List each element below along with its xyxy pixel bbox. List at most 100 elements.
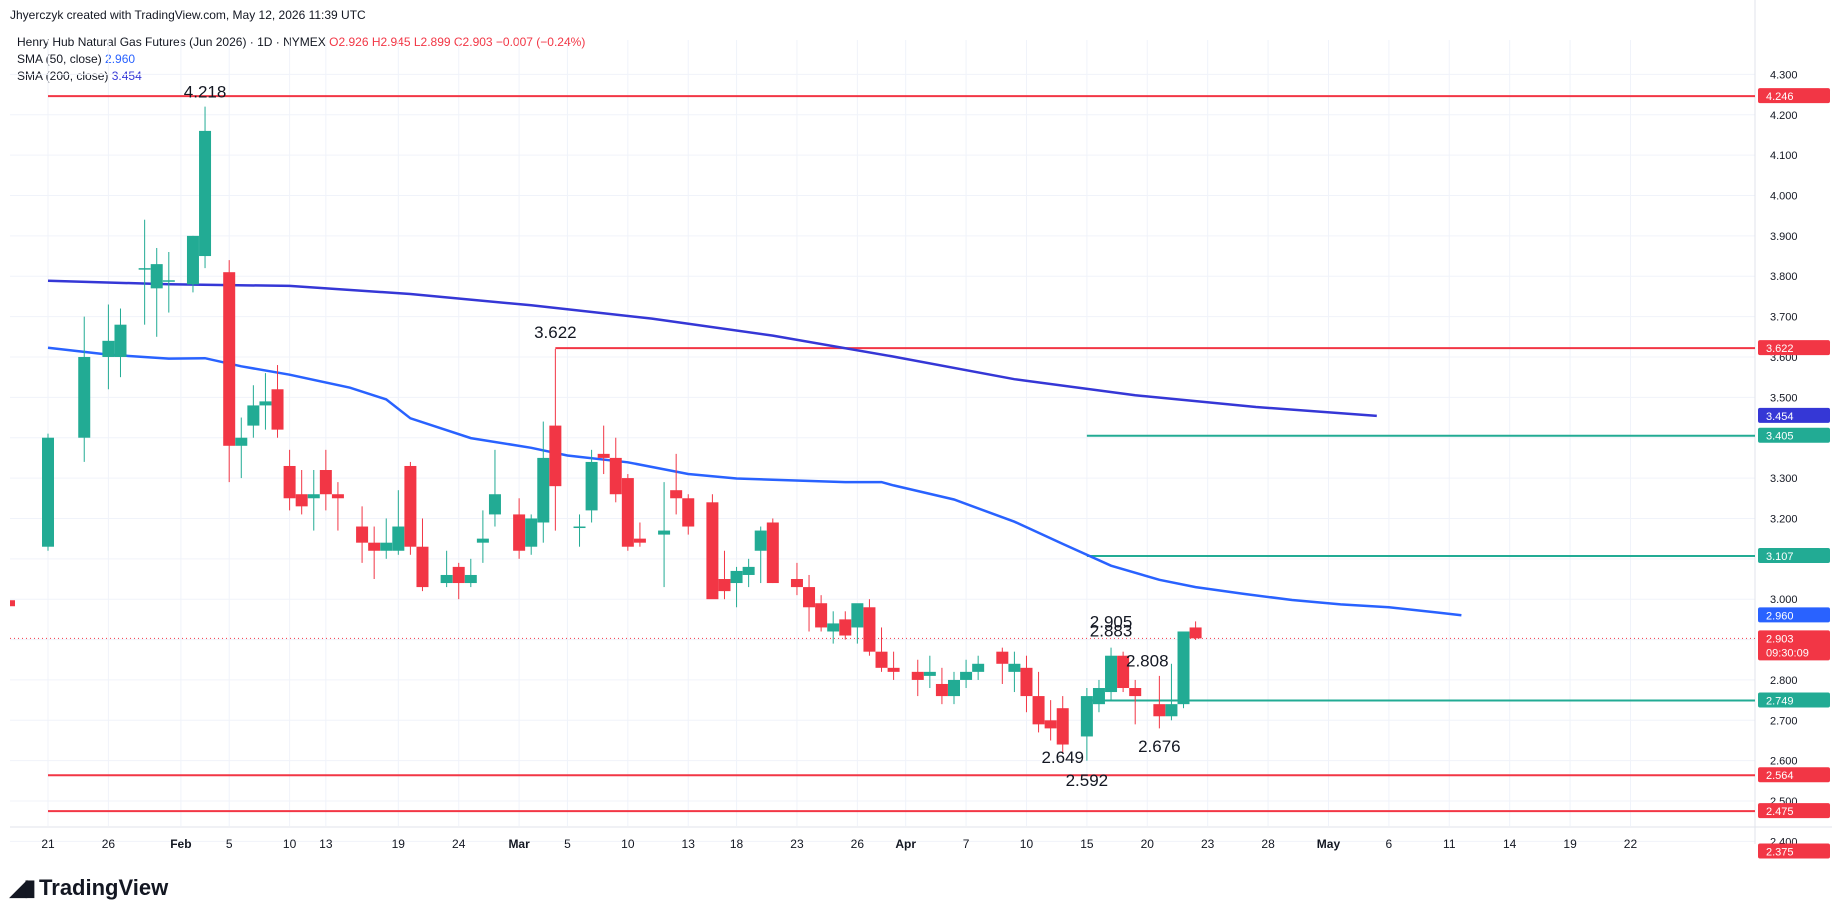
x-tick-label: 19 xyxy=(392,837,406,851)
candle-body xyxy=(331,494,344,499)
price-badge xyxy=(1758,843,1830,859)
price-badge xyxy=(1758,88,1830,104)
x-tick-label: 7 xyxy=(963,837,970,851)
price-badge-label: 3.622 xyxy=(1766,343,1794,355)
sma200-legend[interactable]: SMA (200, close) 3.454 xyxy=(17,69,142,83)
x-tick-label: 18 xyxy=(730,837,744,851)
x-tick-label: 20 xyxy=(1141,837,1155,851)
candle-body xyxy=(658,530,671,535)
x-tick-label: 15 xyxy=(1080,837,1094,851)
x-tick-label: 22 xyxy=(1624,837,1638,851)
y-tick-label: 3.700 xyxy=(1770,312,1798,324)
price-badge-label: 3.107 xyxy=(1766,551,1794,563)
candle-body xyxy=(476,538,489,543)
candle-body xyxy=(380,542,393,551)
candle-body xyxy=(742,566,755,575)
price-annotation: 2.592 xyxy=(1066,771,1109,790)
x-tick-label: Feb xyxy=(170,837,191,851)
candle-body xyxy=(138,268,151,270)
price-badge xyxy=(1758,547,1830,563)
tradingview-logo-icon: ◢▮ xyxy=(10,875,36,900)
candle-body xyxy=(1032,696,1045,725)
candle-body xyxy=(609,457,622,495)
sma50-legend[interactable]: SMA (50, close) 2.960 xyxy=(17,52,135,66)
candle-body xyxy=(972,663,985,672)
sma200-value: 3.454 xyxy=(111,69,142,83)
sma200-label: SMA (200, close) xyxy=(17,69,109,83)
y-tick-label: 2.800 xyxy=(1770,675,1798,687)
candle-body xyxy=(1092,688,1105,705)
symbol-title: Henry Hub Natural Gas Futures (Jun 2026)… xyxy=(17,35,326,49)
candle-body xyxy=(199,130,212,257)
candle-body xyxy=(1105,655,1118,693)
candle-body xyxy=(948,679,960,697)
candle-body xyxy=(1153,704,1166,717)
symbol-legend[interactable]: Henry Hub Natural Gas Futures (Jun 2026)… xyxy=(17,35,585,49)
x-tick-label: 6 xyxy=(1386,837,1393,851)
price-badge xyxy=(1758,803,1830,819)
y-tick-label: 3.200 xyxy=(1770,513,1798,525)
price-badge-label: 4.246 xyxy=(1766,91,1794,103)
candle-body xyxy=(525,518,538,547)
candle-body xyxy=(863,607,876,652)
x-tick-label: 19 xyxy=(1563,837,1577,851)
candle-body xyxy=(827,623,840,632)
candle-body xyxy=(235,437,248,446)
x-tick-label: 23 xyxy=(790,837,804,851)
chart-creator-caption: Jhyerczyk created with TradingView.com, … xyxy=(10,8,366,22)
candle-body xyxy=(706,502,719,600)
tradingview-brand[interactable]: ◢▮ TradingView xyxy=(10,875,168,901)
y-tick-label: 4.200 xyxy=(1770,110,1798,122)
candle-body xyxy=(1117,655,1130,689)
sma50-line xyxy=(47,346,1462,617)
candle-body xyxy=(1044,720,1057,729)
candle-body xyxy=(573,526,586,529)
candle-body xyxy=(923,671,936,676)
candle-body xyxy=(1165,704,1178,717)
sma50-label: SMA (50, close) xyxy=(17,52,102,66)
candle-body xyxy=(766,522,779,584)
candle-body xyxy=(621,478,634,547)
candle-body xyxy=(464,574,477,584)
y-tick-label: 4.100 xyxy=(1770,150,1798,162)
x-tick-label: 26 xyxy=(851,837,865,851)
candle-body xyxy=(1189,627,1202,639)
candle-body xyxy=(295,494,308,507)
candle-body xyxy=(368,542,381,551)
y-tick-label: 3.900 xyxy=(1770,231,1798,243)
price-badge xyxy=(1758,692,1830,708)
price-badge-label: 2.564 xyxy=(1766,770,1794,782)
ohlc-values: O2.926 H2.945 L2.899 C2.903 −0.007 (−0.2… xyxy=(329,35,586,49)
price-annotation: 2.905 xyxy=(1090,613,1133,632)
candle-body xyxy=(839,619,852,636)
candle-body xyxy=(597,453,610,458)
x-tick-label: 24 xyxy=(452,837,466,851)
y-tick-label: 3.800 xyxy=(1770,271,1798,283)
price-badge-label: 3.454 xyxy=(1766,411,1794,423)
candle-body xyxy=(356,526,369,543)
candle-body xyxy=(319,470,332,495)
candle-body xyxy=(271,389,284,430)
candle-body xyxy=(513,514,526,551)
y-tick-label: 3.500 xyxy=(1770,392,1798,404)
price-annotation: 2.649 xyxy=(1041,748,1084,767)
candle-body xyxy=(585,461,598,511)
price-annotation: 2.883 xyxy=(1090,621,1133,640)
x-tick-label: 26 xyxy=(102,837,116,851)
candle-body xyxy=(488,494,501,515)
candle-body xyxy=(186,235,199,285)
x-tick-label: Mar xyxy=(508,837,530,851)
candle-body xyxy=(911,671,924,680)
candle-body xyxy=(803,587,816,608)
candle-body xyxy=(1020,667,1033,697)
candle-body xyxy=(682,498,695,527)
x-tick-label: 5 xyxy=(226,837,233,851)
sma50-value: 2.960 xyxy=(105,52,136,66)
price-badge-countdown: 09:30:09 xyxy=(1766,647,1809,659)
candle-body xyxy=(1177,631,1190,705)
candle-body xyxy=(1080,696,1093,737)
price-badge-label: 2.960 xyxy=(1766,610,1794,622)
candle-body xyxy=(1008,663,1021,672)
candle-body xyxy=(259,401,272,406)
